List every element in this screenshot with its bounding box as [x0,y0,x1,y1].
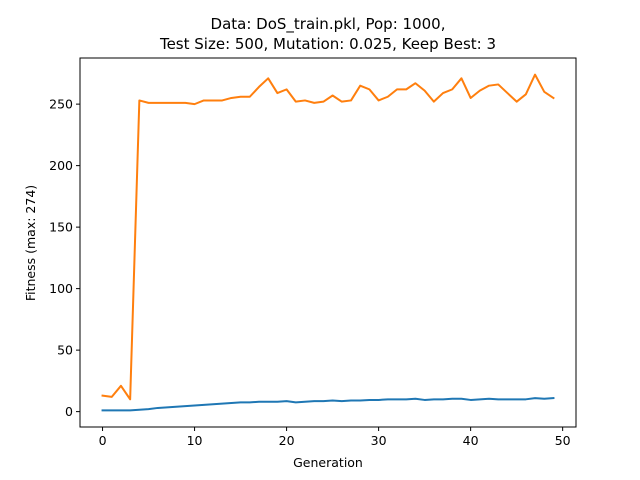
plot-frame [79,57,577,428]
chart-title-line-1: Data: DoS_train.pkl, Pop: 1000, [211,15,446,34]
x-tick-label: 40 [463,433,479,448]
chart-title-line-2: Test Size: 500, Mutation: 0.025, Keep Be… [159,35,496,53]
x-axis-label: Generation [293,455,363,470]
x-tick-label: 10 [187,433,203,448]
y-tick-label: 0 [65,404,73,419]
x-tick-label: 50 [555,433,571,448]
y-tick-label: 50 [57,343,73,358]
x-tick-label: 20 [279,433,295,448]
y-tick-label: 250 [49,97,73,112]
series-line-2 [101,73,555,401]
y-axis-label: Fitness (max: 274) [23,185,38,301]
y-tick-label: 100 [49,281,73,296]
y-tick-label: 200 [49,158,73,173]
series-line-1 [101,397,555,412]
x-tick-label: 30 [371,433,387,448]
x-tick-label: 0 [99,433,107,448]
y-tick-label: 150 [49,220,73,235]
